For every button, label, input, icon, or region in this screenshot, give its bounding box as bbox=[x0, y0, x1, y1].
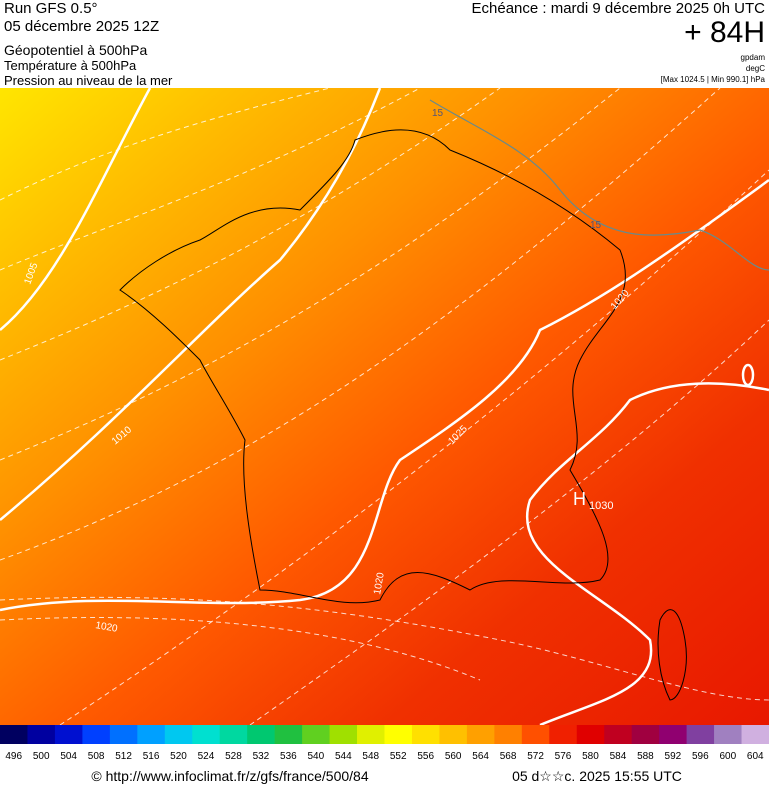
colorbar-label: 548 bbox=[362, 751, 379, 762]
colorbar-swatch bbox=[741, 725, 769, 744]
colorbar-label: 588 bbox=[637, 751, 654, 762]
colorbar-label: 556 bbox=[417, 751, 434, 762]
isotherm-label: 15 bbox=[432, 108, 444, 119]
colorbar-label: 584 bbox=[610, 751, 627, 762]
colorbar-label: 540 bbox=[307, 751, 324, 762]
colorbar-label: 520 bbox=[170, 751, 187, 762]
colorbar-label: 528 bbox=[225, 751, 242, 762]
colorbar-label: 500 bbox=[33, 751, 50, 762]
colorbar-swatch bbox=[714, 725, 743, 744]
colorbar-swatch bbox=[82, 725, 111, 744]
colorbar: 496 500 504 508 512 516 520 524 528 532 536 540 544 5… bbox=[0, 725, 769, 762]
colorbar-label: 596 bbox=[692, 751, 709, 762]
field: Pression au niveau de la mer bbox=[4, 73, 173, 88]
unit: degC bbox=[746, 64, 765, 73]
timestamp: 05 d☆☆c. 2025 15:55 UTC bbox=[512, 768, 682, 784]
colorbar-label: 604 bbox=[747, 751, 764, 762]
colorbar-swatch bbox=[247, 725, 276, 744]
colorbar-label: 592 bbox=[665, 751, 682, 762]
colorbar-label: 496 bbox=[5, 751, 22, 762]
colorbar-swatch bbox=[494, 725, 523, 744]
colorbar-swatch bbox=[357, 725, 385, 744]
colorbar-label: 532 bbox=[253, 751, 270, 762]
colorbar-label: 544 bbox=[335, 751, 352, 762]
colorbar-label: 508 bbox=[88, 751, 105, 762]
colorbar-label: 576 bbox=[555, 751, 572, 762]
colorbar-swatch bbox=[329, 725, 358, 744]
colorbar-label: 524 bbox=[198, 751, 215, 762]
colorbar-label: 504 bbox=[60, 751, 77, 762]
colorbar-swatch bbox=[659, 725, 688, 744]
field: Géopotentiel à 500hPa bbox=[4, 42, 147, 58]
colorbar-swatch bbox=[54, 725, 83, 744]
isobars bbox=[0, 87, 769, 727]
extremes: [Max 1024.5 | Min 990.1] hPa bbox=[661, 75, 766, 84]
lead-time: + 84H bbox=[684, 16, 765, 49]
colorbar-swatch bbox=[302, 725, 331, 744]
colorbar-swatch bbox=[384, 725, 413, 744]
colorbar-swatch bbox=[466, 725, 495, 744]
colorbar-label: 568 bbox=[500, 751, 517, 762]
run-date: 05 décembre 2025 12Z bbox=[4, 18, 159, 35]
run: Run GFS 0.5° bbox=[4, 0, 98, 17]
high-letter: H bbox=[573, 489, 586, 509]
colorbar-swatch bbox=[0, 725, 28, 744]
colorbar-label: 536 bbox=[280, 751, 297, 762]
coastline bbox=[119, 129, 626, 604]
valid-time: Echéance : mardi 9 décembre 2025 0h UTC bbox=[472, 0, 766, 17]
colorbar-swatch bbox=[164, 725, 193, 744]
colorbar-label: 564 bbox=[472, 751, 489, 762]
map-field bbox=[0, 88, 769, 725]
colorbar-label: 600 bbox=[719, 751, 736, 762]
colorbar-swatch bbox=[192, 725, 221, 744]
source-url: © http://www.infoclimat.fr/z/gfs/france/… bbox=[91, 768, 368, 784]
colorbar-label: 512 bbox=[115, 751, 132, 762]
corsica bbox=[657, 609, 687, 701]
isobar-label: 1020 bbox=[372, 571, 387, 595]
colorbar-swatch bbox=[549, 725, 578, 744]
colorbar-swatch bbox=[439, 725, 468, 744]
colorbar-swatch bbox=[109, 725, 138, 744]
colorbar-swatch bbox=[604, 725, 633, 744]
colorbar-label: 552 bbox=[390, 751, 407, 762]
colorbar-swatch bbox=[631, 725, 660, 744]
isobar-label: 1020 bbox=[94, 620, 118, 635]
colorbar-label: 580 bbox=[582, 751, 599, 762]
colorbar-swatch bbox=[219, 725, 248, 744]
colorbar-swatch bbox=[576, 725, 605, 744]
colorbar-swatch bbox=[411, 725, 440, 744]
colorbar-label: 516 bbox=[143, 751, 160, 762]
field: Température à 500hPa bbox=[4, 58, 137, 73]
header: Run GFS 0.5° 05 décembre 2025 12Z Géopot… bbox=[4, 0, 766, 88]
colorbar-swatch bbox=[137, 725, 166, 744]
colorbar-swatch bbox=[521, 725, 550, 744]
isotherm-label: 15 bbox=[590, 220, 602, 231]
unit: gpdam bbox=[741, 53, 766, 62]
colorbar-label: 560 bbox=[445, 751, 462, 762]
colorbar-swatch bbox=[274, 725, 303, 744]
colorbar-swatch bbox=[686, 725, 715, 744]
high-value: 1030 bbox=[589, 500, 613, 512]
isotherm bbox=[429, 99, 769, 271]
colorbar-label: 572 bbox=[527, 751, 544, 762]
colorbar-swatch bbox=[27, 725, 56, 744]
